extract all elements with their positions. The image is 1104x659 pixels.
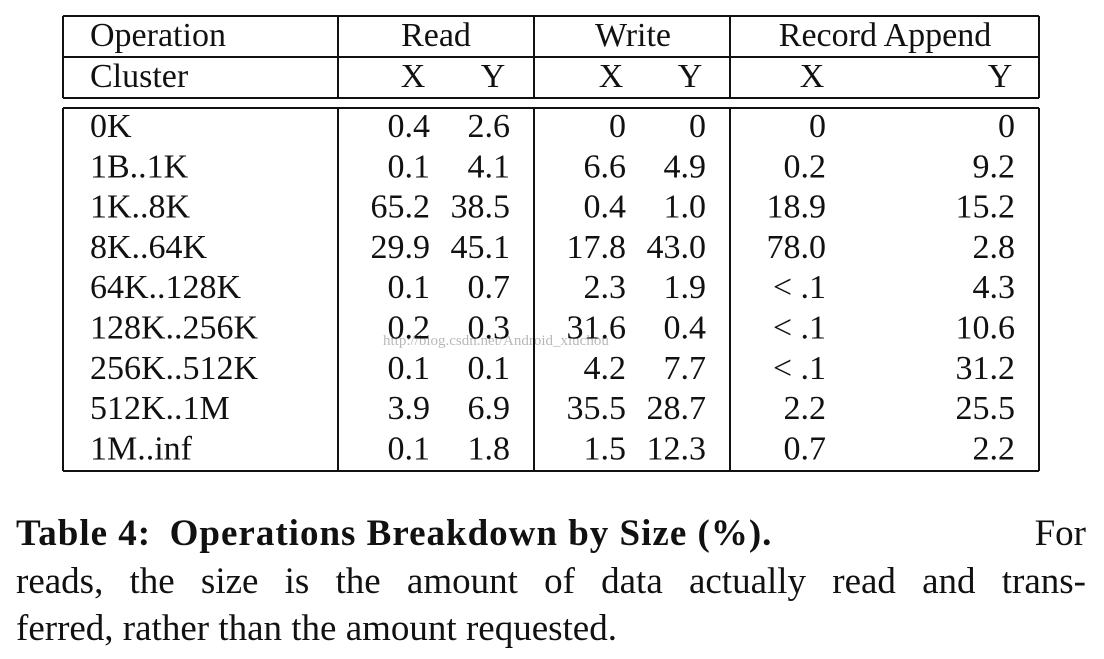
cell: 31.6 [567, 310, 627, 347]
caption-text: For [1034, 513, 1086, 554]
cell: 1.5 [584, 430, 627, 467]
cell: 10.6 [956, 310, 1016, 347]
cell: 2.2 [784, 390, 827, 427]
cell: 38.5 [451, 189, 511, 226]
caption-title: Operations Breakdown by Size (%). [169, 513, 773, 554]
row-label: 1K..8K [90, 189, 191, 226]
column-header: X [401, 58, 426, 95]
column-header: Y [481, 58, 506, 95]
row-label: 1M..inf [90, 430, 193, 467]
cell: 1.8 [468, 430, 511, 467]
cell: 4.2 [584, 350, 627, 387]
cell: 0.1 [388, 269, 431, 306]
row-label: 64K..128K [90, 269, 242, 306]
cell: 0.7 [468, 269, 511, 306]
cell: 9.2 [973, 148, 1016, 185]
cell: 0.7 [784, 430, 827, 467]
caption-text: ferred, rather than the amount requested… [16, 608, 617, 649]
watermark: http://blog.csdn.net/Android_xiuchou [383, 333, 609, 349]
row-label: 1B..1K [90, 148, 189, 185]
cell: 31.2 [956, 350, 1016, 387]
cell: 4.9 [664, 148, 707, 185]
column-header: Y [988, 58, 1013, 95]
cell: 0.1 [388, 430, 431, 467]
cell: 4.1 [468, 148, 511, 185]
column-header: Y [678, 58, 703, 95]
caption-line: Table 4: Operations Breakdown by Size (%… [16, 512, 1086, 555]
cell: < .1 [773, 269, 826, 306]
cell: 0 [609, 108, 626, 145]
cell: 25.5 [956, 390, 1016, 427]
cell: 0 [689, 108, 706, 145]
cell: 0.4 [388, 108, 431, 145]
cell: 2.8 [973, 229, 1016, 266]
table: Operation Read Write Record Append Cluster X Y… [62, 15, 1040, 472]
cell: 4.3 [973, 269, 1016, 306]
cell: 6.6 [584, 148, 627, 185]
caption-head: Table 4: Operations Breakdown by Size (%… [16, 512, 772, 555]
column-header: X [599, 58, 624, 95]
cell: 0.1 [388, 350, 431, 387]
caption-label: Table 4: [16, 513, 152, 554]
cell: 2.6 [468, 108, 511, 145]
cell: 0 [809, 108, 826, 145]
column-header: Cluster [90, 58, 189, 95]
row-label: 8K..64K [90, 229, 208, 266]
cell: 12.3 [647, 430, 707, 467]
cell: 6.9 [468, 390, 511, 427]
cell: 0.4 [584, 189, 627, 226]
cell: 0.4 [664, 310, 707, 347]
cell: 3.9 [388, 390, 431, 427]
caption-text: reads, the size is the amount of data ac… [16, 561, 1086, 602]
column-header: Read [401, 17, 471, 54]
cell: 78.0 [767, 229, 827, 266]
cell: 29.9 [371, 229, 431, 266]
cell: 65.2 [371, 189, 431, 226]
column-header: Record Append [779, 17, 991, 54]
column-header: X [800, 58, 825, 95]
cell: 0.1 [388, 148, 431, 185]
row-label: 128K..256K [90, 310, 259, 347]
cell: 17.8 [567, 229, 627, 266]
cell: 0.2 [388, 310, 431, 347]
cell: 2.2 [973, 430, 1016, 467]
row-label: 256K..512K [90, 350, 259, 387]
cell: 28.7 [647, 390, 707, 427]
cell: 1.9 [664, 269, 707, 306]
cell: 2.3 [584, 269, 627, 306]
cell: 0.2 [784, 148, 827, 185]
cell: 0 [998, 108, 1015, 145]
cell: 1.0 [664, 189, 707, 226]
column-header: Write [595, 17, 671, 54]
cell: 43.0 [647, 229, 707, 266]
cell: 0.3 [468, 310, 511, 347]
cell: 45.1 [451, 229, 511, 266]
cell: < .1 [773, 350, 826, 387]
cell: < .1 [773, 310, 826, 347]
column-header: Operation [90, 17, 226, 54]
cell: 0.1 [468, 350, 511, 387]
cell: 15.2 [956, 189, 1016, 226]
row-label: 0K [90, 108, 132, 145]
cell: 35.5 [567, 390, 627, 427]
cell: 7.7 [664, 350, 707, 387]
cell: 18.9 [767, 189, 827, 226]
row-label: 512K..1M [90, 390, 230, 427]
